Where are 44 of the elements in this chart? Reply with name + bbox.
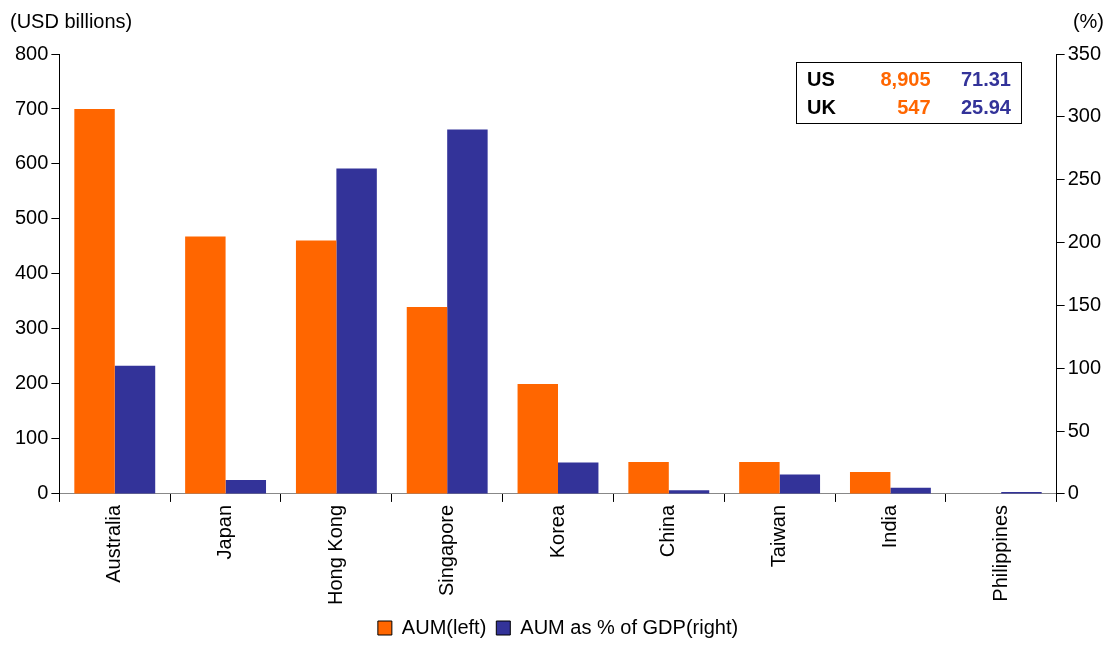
y-tick-label: 500: [14, 206, 49, 229]
annotation: US: [806, 67, 836, 92]
y-tick-label: 100: [14, 426, 49, 449]
y2-tick-label: 350: [1067, 41, 1102, 64]
y2-tick-label: 250: [1067, 167, 1102, 190]
bar: [668, 490, 710, 494]
annotation: 71.31: [959, 67, 1012, 92]
x-tick-label: Korea: [545, 504, 568, 559]
annotation: 547: [896, 95, 932, 120]
x-tick-label: Japan: [213, 504, 236, 560]
y-tick-label: 800: [14, 41, 49, 64]
y2-tick-label: 50: [1067, 418, 1090, 441]
legend-label: AUM(left): [401, 615, 487, 638]
bar: [185, 236, 226, 494]
x-tick-label: Philippines: [988, 504, 1011, 602]
y-tick-label: 600: [14, 151, 49, 174]
y-axis-title: (USD billions): [10, 9, 133, 32]
bar: [558, 462, 599, 494]
x-tick-label: China: [656, 504, 679, 558]
y2-tick-label: 150: [1067, 292, 1102, 315]
x-tick-label: Hong Kong: [323, 504, 346, 605]
y2-tick-label: 0: [1067, 481, 1079, 504]
y2-tick-label: 200: [1067, 230, 1102, 253]
y-tick-label: 200: [14, 371, 49, 394]
bar: [628, 462, 669, 494]
bar: [517, 383, 558, 494]
annotation: 25.94: [959, 95, 1012, 120]
y-tick-label: 300: [14, 316, 49, 339]
x-tick-label: Singapore: [434, 504, 457, 597]
y2-axis-title: (%): [1072, 9, 1104, 32]
legend-label: AUM as % of GDP(right): [520, 615, 739, 638]
bar: [849, 471, 891, 494]
y-tick-label: 400: [14, 261, 49, 284]
y2-tick-label: 100: [1067, 355, 1102, 378]
bar: [225, 480, 267, 494]
x-tick-label: India: [877, 504, 900, 549]
x-tick-label: Australia: [102, 504, 125, 583]
bar: [74, 108, 115, 494]
annotation: UK: [806, 95, 837, 120]
y-tick-label: 700: [14, 96, 49, 119]
y2-tick-label: 300: [1067, 104, 1102, 127]
annotation: 8,905: [879, 67, 932, 92]
x-tick-label: Taiwan: [767, 504, 790, 568]
y-tick-label: 0: [37, 481, 49, 504]
